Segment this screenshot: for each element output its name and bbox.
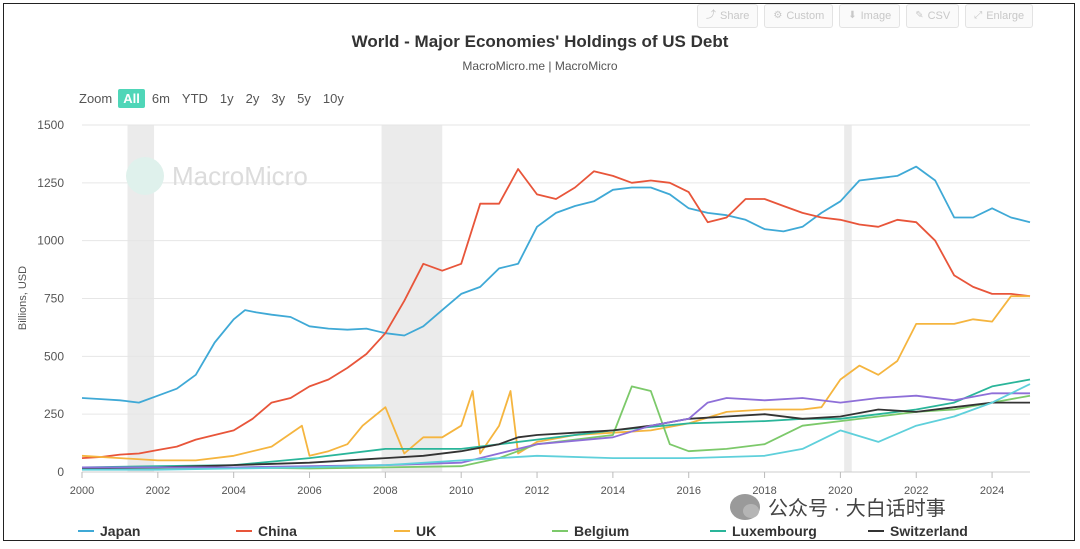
chart-title: World - Major Economies' Holdings of US … bbox=[351, 32, 729, 51]
zoom-option-6m[interactable]: 6m bbox=[151, 91, 170, 106]
pencil-icon: ✎ bbox=[915, 10, 924, 21]
wechat-watermark: 公众号 · 大白话时事 bbox=[730, 492, 946, 521]
legend-label: China bbox=[258, 523, 297, 539]
series-line-switzerland bbox=[81, 401, 1030, 470]
share-icon: ⤴ bbox=[706, 10, 716, 21]
zoom-option-all[interactable]: All bbox=[118, 89, 145, 108]
y-tick-label: 1500 bbox=[37, 118, 64, 132]
chart-frame bbox=[3, 3, 1075, 541]
chart-legend: Japan China UK Belgium Luxembourg Switzerland bbox=[78, 523, 1008, 539]
toolbar-button-label: Image bbox=[860, 10, 892, 22]
y-tick-label: 750 bbox=[44, 292, 64, 306]
toolbar-button-label: Enlarge bbox=[986, 10, 1025, 22]
x-tick-label: 2004 bbox=[221, 485, 245, 497]
image-button[interactable]: ⬇ Image bbox=[839, 4, 901, 28]
x-tick-label: 2014 bbox=[601, 485, 625, 497]
zoom-option-3y[interactable]: 3y bbox=[271, 91, 286, 106]
wechat-icon bbox=[730, 493, 760, 520]
expand-icon: ⤢ bbox=[974, 10, 983, 21]
legend-swatch bbox=[78, 530, 94, 532]
legend-item-china[interactable]: China bbox=[236, 523, 394, 539]
legend-swatch bbox=[552, 530, 568, 532]
legend-swatch bbox=[710, 530, 726, 532]
legend-label: Switzerland bbox=[890, 523, 968, 539]
legend-item-uk[interactable]: UK bbox=[394, 523, 552, 539]
x-tick-label: 2016 bbox=[676, 485, 700, 497]
series-line-purple bbox=[82, 392, 1030, 469]
toolbar-button-label: CSV bbox=[927, 10, 951, 22]
macromicro-watermark: MacroMicro bbox=[172, 161, 308, 191]
x-tick-label: 2020 bbox=[828, 485, 852, 497]
wechat-text: 公众号 · 大白话时事 bbox=[768, 498, 946, 520]
zoom-option-1y[interactable]: 1y bbox=[219, 91, 234, 106]
y-tick-label: 250 bbox=[44, 407, 64, 421]
chart-subtitle: MacroMicro.me | MacroMicro bbox=[462, 59, 618, 73]
toolbar-button-label: Share bbox=[720, 10, 750, 22]
legend-item-belgium[interactable]: Belgium bbox=[552, 523, 710, 539]
zoom-selector: Zoom All 6m YTD 1y 2y 3y 5y 10y bbox=[79, 89, 351, 108]
legend-swatch bbox=[868, 530, 884, 532]
x-tick-label: 2008 bbox=[373, 485, 397, 497]
series-line-china bbox=[81, 168, 1031, 459]
chart-toolbar: ⤴ Share ⚙ Custom ⬇ Image ✎ CSV ⤢ Enlarge bbox=[697, 4, 1034, 28]
y-tick-label: 1000 bbox=[37, 234, 64, 248]
zoom-option-5y[interactable]: 5y bbox=[297, 91, 311, 106]
x-tick-label: 2000 bbox=[70, 485, 94, 497]
x-tick-label: 2010 bbox=[449, 485, 473, 497]
legend-item-switzerland[interactable]: Switzerland bbox=[868, 523, 1008, 539]
custom-button[interactable]: ⚙ Custom bbox=[764, 4, 834, 28]
legend-label: Japan bbox=[100, 523, 141, 539]
legend-swatch bbox=[394, 530, 410, 532]
x-tick-label: 2012 bbox=[525, 485, 549, 497]
y-axis-label: Billions, USD bbox=[17, 266, 29, 330]
series-line-cyan bbox=[82, 383, 1031, 471]
zoom-label: Zoom bbox=[79, 91, 113, 106]
legend-label: UK bbox=[416, 523, 437, 539]
y-tick-label: 0 bbox=[57, 465, 64, 479]
x-tick-label: 2022 bbox=[904, 485, 928, 497]
zoom-option-2y[interactable]: 2y bbox=[245, 91, 260, 106]
csv-button[interactable]: ✎ CSV bbox=[906, 4, 960, 28]
legend-swatch bbox=[236, 530, 252, 532]
x-tick-label: 2024 bbox=[980, 485, 1004, 497]
gear-icon: ⚙ bbox=[773, 10, 783, 21]
macromicro-logo-icon bbox=[126, 157, 164, 195]
series-line-japan bbox=[81, 165, 1031, 404]
x-tick-label: 2002 bbox=[146, 485, 170, 497]
y-tick-label: 500 bbox=[44, 349, 64, 363]
series-line-uk bbox=[81, 295, 1030, 462]
y-tick-label: 1250 bbox=[37, 176, 64, 190]
download-icon: ⬇ bbox=[848, 10, 857, 21]
zoom-option-10y[interactable]: 10y bbox=[322, 91, 344, 106]
legend-item-luxembourg[interactable]: Luxembourg bbox=[710, 523, 868, 539]
series-line-belgium bbox=[81, 385, 1031, 470]
series-line-luxembourg bbox=[81, 378, 1031, 469]
legend-label: Belgium bbox=[574, 523, 630, 539]
zoom-option-ytd[interactable]: YTD bbox=[181, 91, 208, 106]
toolbar-button-label: Custom bbox=[786, 10, 825, 22]
enlarge-button[interactable]: ⤢ Enlarge bbox=[965, 4, 1034, 28]
legend-item-japan[interactable]: Japan bbox=[78, 523, 236, 539]
x-tick-label: 2006 bbox=[297, 485, 321, 497]
share-button[interactable]: ⤴ Share bbox=[697, 4, 759, 28]
x-tick-label: 2018 bbox=[752, 485, 776, 497]
legend-label: Luxembourg bbox=[732, 523, 817, 539]
